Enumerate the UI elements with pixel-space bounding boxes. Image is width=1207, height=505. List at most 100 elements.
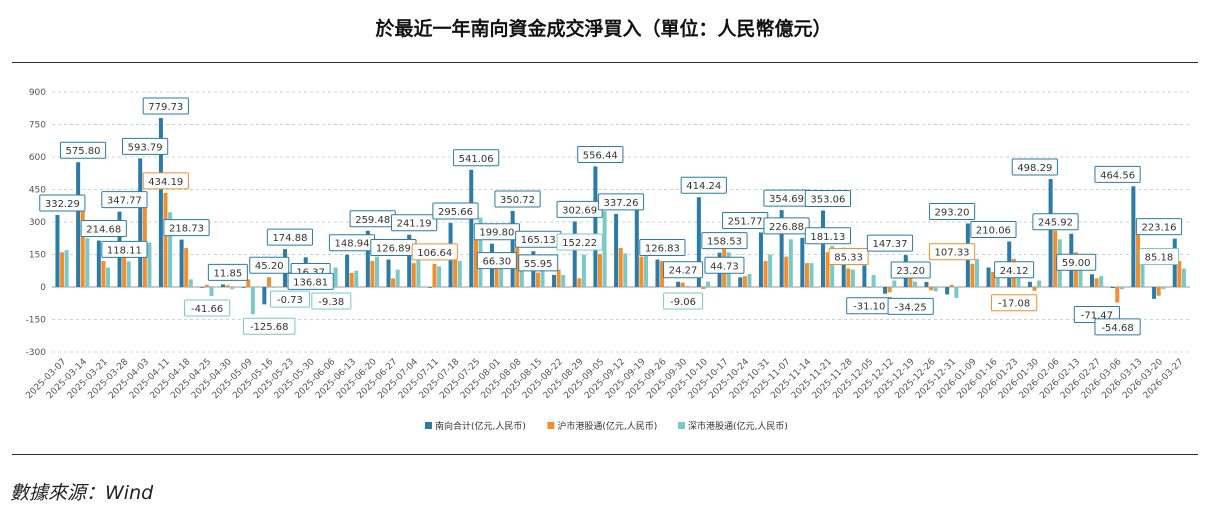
chart-canvas: -300-15001503004506007509002025-03-07202… [24,88,1190,432]
bar-total [241,287,246,288]
data-label: 158.53 [707,237,742,248]
data-label-box [663,261,704,279]
data-label-box [101,240,148,258]
bar-sz [1119,287,1124,290]
bar-sh [660,261,665,287]
data-label: 174.88 [272,233,307,244]
data-label-box [80,219,127,237]
data-label: 210.06 [976,225,1011,236]
bar-total [96,240,101,287]
data-label-box [494,190,541,208]
bar-sz [664,287,669,288]
data-label: 106.64 [417,248,452,259]
y-tick-label: -150 [26,316,47,326]
data-label: 226.88 [769,222,804,233]
data-label: 353.06 [810,195,845,206]
bar-sz [437,266,442,287]
bar-sh [949,284,954,287]
data-label-box [311,292,352,310]
bar-sh [535,272,540,287]
data-label: 241.19 [397,219,432,230]
data-label-box [804,190,852,208]
bar-total [1089,274,1094,287]
bar-total [552,274,557,287]
bar-sz [995,278,1000,287]
data-label-box [39,194,86,212]
bar-total [200,287,205,288]
data-label-box [991,294,1038,312]
data-label: -9.38 [318,297,344,308]
data-label: 498.29 [1017,163,1052,174]
data-label: 259.48 [355,215,390,226]
data-label: 148.94 [335,239,370,250]
data-label: -0.73 [277,295,303,306]
bar-sz [643,240,648,287]
bar-sh [225,285,230,287]
data-label: 541.06 [459,154,494,165]
bar-sh [701,287,706,289]
bar-total [179,239,184,287]
bar-sh [908,276,913,287]
bar-sz [892,280,897,287]
bar-sz [850,269,855,287]
data-label-box [1032,213,1079,231]
data-label-box [266,228,314,246]
bar-sz [954,287,959,298]
bar-total [220,284,225,287]
bar-sz [395,269,400,287]
data-label-box [828,248,869,266]
data-label: 11.85 [214,268,243,279]
bar-total [593,166,598,287]
data-label-box [476,252,517,270]
data-label: 126.83 [645,244,680,255]
data-label-box [887,297,934,315]
y-tick-label: -300 [26,348,47,358]
data-label: 556.44 [583,150,618,161]
legend-label: 沪市港股通(亿元,人民币) [557,420,657,432]
data-label: 44.73 [710,261,739,272]
bar-sh [184,248,189,287]
bar-sh [556,269,561,287]
bar-sh [825,252,830,287]
bar-sh [846,268,851,287]
bar-sh [1177,261,1182,287]
bar-sz [975,258,980,287]
bar-sh [804,263,809,287]
bar-sh [991,271,996,287]
bar-sz [188,279,193,287]
data-label: 85.33 [834,253,863,264]
data-label-box [680,176,727,194]
data-label: 66.30 [483,257,512,268]
bar-sh [60,252,65,287]
data-label-box [101,191,148,209]
data-label: 593.79 [128,142,163,153]
bottom-divider [12,454,1198,455]
bar-sh [598,254,603,287]
bar-sh [618,248,623,287]
bar-sh [577,278,582,287]
bar-total [634,200,639,287]
data-label-box [390,214,438,232]
y-tick-label: 0 [40,283,46,293]
bar-sz [85,238,90,287]
data-label-box [142,172,189,190]
data-label-box [1056,253,1097,271]
data-label: -9.06 [670,297,696,308]
data-label-box [1094,318,1141,336]
data-label: 147.37 [872,239,907,250]
bar-total [365,230,370,287]
bar-sz [768,254,773,287]
data-label-box [970,220,1017,238]
bar-sz [1016,269,1021,287]
bar-total [779,210,784,287]
legend-label: 深市港股通(亿元,人民币) [688,420,788,432]
data-label-box [639,239,686,257]
data-label-box [207,263,248,281]
bar-sz [1037,280,1042,287]
bar-sz [912,281,917,287]
bar-sz [64,250,69,287]
bar-total [614,213,619,287]
data-label: 85.18 [1145,253,1174,264]
data-label-box [577,145,624,163]
bar-sz [1161,287,1166,290]
